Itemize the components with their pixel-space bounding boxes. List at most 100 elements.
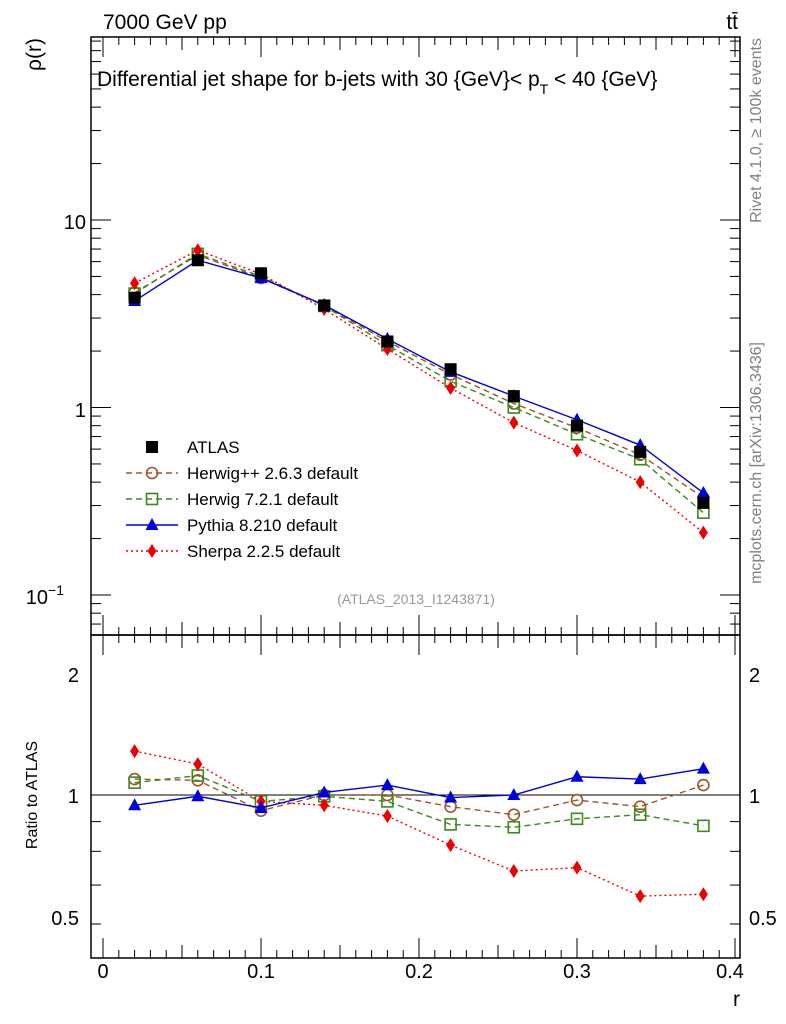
ratio-point-0-7 bbox=[570, 793, 584, 807]
ratio-y-tick-label-left-2: 2 bbox=[68, 665, 79, 687]
ratio-line-2 bbox=[134, 767, 704, 809]
ratio-y-tick-label-left-1: 1 bbox=[68, 786, 79, 808]
main-x-ticks bbox=[102, 37, 736, 635]
rivet-version-label: Rivet 4.1.0, ≥ 100k events bbox=[748, 38, 765, 223]
x-tick-label-0p1: 0.1 bbox=[247, 961, 275, 983]
legend-label-4: Sherpa 2.2.5 default bbox=[187, 542, 340, 561]
ratio-y-ticks bbox=[91, 794, 740, 925]
data-point-0-0 bbox=[128, 291, 141, 304]
data-point-4-1 bbox=[193, 243, 203, 258]
mcplots-label: mcplots.cern.ch [arXiv:1306.3436] bbox=[748, 342, 765, 584]
x-tick-label-0p2: 0.2 bbox=[405, 961, 433, 983]
data-point-0-4 bbox=[381, 335, 394, 348]
main-series-group bbox=[128, 243, 710, 540]
legend-label-2: Herwig 7.2.1 default bbox=[187, 490, 338, 509]
legend-marker-3 bbox=[145, 518, 159, 530]
ratio-point-2-9 bbox=[696, 761, 710, 774]
data-point-0-5 bbox=[444, 363, 457, 376]
header-right-label: tt̄ bbox=[726, 11, 738, 34]
ratio-point-1-0 bbox=[128, 776, 141, 789]
ratio-y-tick-label-left-0p5: 0.5 bbox=[51, 908, 79, 930]
x-tick-label-0p4: 0.4 bbox=[716, 961, 744, 983]
header-left-label: 7000 GeV pp bbox=[103, 11, 227, 34]
ratio-point-1-7 bbox=[570, 812, 584, 826]
data-point-4-9 bbox=[698, 525, 708, 540]
data-point-0-8 bbox=[634, 445, 647, 458]
ratio-point-2-5 bbox=[444, 790, 458, 803]
ratio-point-2-0 bbox=[128, 798, 142, 811]
ratio-point-3-1 bbox=[193, 757, 203, 772]
ratio-point-1-6 bbox=[507, 820, 521, 834]
chart-title-tail: < 40 {GeV} bbox=[548, 68, 657, 91]
ratio-point-0-6 bbox=[507, 808, 521, 821]
data-point-0-3 bbox=[318, 299, 331, 312]
ratio-y-axis-label: Ratio to ATLAS bbox=[24, 741, 41, 849]
legend-label-3: Pythia 8.210 default bbox=[187, 516, 338, 535]
data-point-0-9 bbox=[697, 496, 710, 509]
main-y-tick-label-10: 10 bbox=[64, 212, 86, 234]
x-axis-label: r bbox=[733, 988, 740, 1011]
main-y-tick-label-0p1: 10−1 bbox=[26, 582, 64, 609]
ratio-series-group bbox=[128, 744, 710, 904]
ratio-point-0-9 bbox=[697, 778, 710, 792]
ratio-point-3-4 bbox=[382, 809, 392, 824]
ratio-point-2-8 bbox=[633, 772, 647, 785]
main-y-ticks bbox=[91, 40, 740, 625]
data-point-4-7 bbox=[572, 443, 582, 458]
data-point-4-6 bbox=[509, 415, 519, 430]
ratio-line-3 bbox=[134, 750, 704, 897]
legend: ATLAS Herwig++ 2.6.3 default Herwig 7.2.1 … bbox=[126, 438, 358, 561]
data-point-0-2 bbox=[255, 267, 267, 280]
ratio-x-ticks bbox=[102, 635, 736, 958]
main-y-tick-label-0p1-base: 10 bbox=[26, 587, 48, 609]
ratio-point-3-3 bbox=[319, 798, 329, 813]
main-chart-title: Differential jet shape for b-jets with 3… bbox=[97, 68, 657, 97]
chart-title-main: Differential jet shape for b-jets with 3… bbox=[97, 68, 540, 91]
ratio-point-2-1 bbox=[191, 789, 205, 802]
data-point-0-1 bbox=[191, 254, 204, 267]
main-panel: 10 1 10−1 ρ(r) Differential jet shape fo… bbox=[23, 36, 741, 636]
series-line-1 bbox=[134, 254, 704, 499]
analysis-watermark: (ATLAS_2013_I1243871) bbox=[337, 591, 495, 607]
data-point-4-5 bbox=[446, 381, 456, 396]
ratio-y-tick-label-right-1: 1 bbox=[749, 786, 760, 808]
data-point-0-6 bbox=[507, 390, 520, 403]
ratio-point-3-7 bbox=[572, 860, 582, 875]
main-y-tick-label-1: 1 bbox=[75, 400, 86, 422]
ratio-point-3-5 bbox=[446, 838, 456, 853]
legend-label-0: ATLAS bbox=[187, 438, 240, 457]
ratio-line-1 bbox=[134, 774, 704, 828]
ratio-point-3-9 bbox=[698, 887, 708, 902]
ratio-point-2-2 bbox=[254, 800, 268, 813]
chart-title-subscript: T bbox=[540, 81, 549, 97]
ratio-point-2-3 bbox=[317, 785, 331, 798]
x-tick-label-0p3: 0.3 bbox=[563, 961, 591, 983]
series-line-4 bbox=[134, 249, 704, 534]
ratio-point-3-8 bbox=[635, 889, 645, 904]
ratio-point-2-6 bbox=[507, 788, 521, 800]
ratio-point-0-8 bbox=[633, 800, 647, 813]
main-y-axis-label: ρ(r) bbox=[23, 38, 46, 71]
series-line-3 bbox=[134, 259, 704, 494]
ratio-y-tick-label-right-0p5: 0.5 bbox=[749, 908, 777, 930]
ratio-y-tick-label-right-2: 2 bbox=[749, 665, 760, 687]
legend-marker-2 bbox=[145, 492, 159, 506]
ratio-point-3-6 bbox=[509, 864, 519, 879]
legend-marker-1 bbox=[145, 466, 159, 480]
legend-marker-4 bbox=[147, 544, 157, 558]
ratio-point-1-8 bbox=[633, 808, 647, 821]
legend-label-1: Herwig++ 2.6.3 default bbox=[187, 464, 358, 483]
ratio-point-3-0 bbox=[130, 744, 140, 759]
ratio-point-1-9 bbox=[697, 819, 710, 833]
legend-marker-0 bbox=[146, 441, 158, 453]
data-point-4-8 bbox=[635, 475, 645, 490]
series-line-2 bbox=[134, 253, 704, 514]
data-point-4-0 bbox=[130, 276, 140, 291]
main-y-tick-label-0p1-exp: −1 bbox=[48, 582, 64, 598]
x-tick-label-0: 0 bbox=[97, 961, 108, 983]
ratio-point-2-4 bbox=[380, 778, 394, 791]
ratio-line-0 bbox=[134, 778, 704, 816]
ratio-point-1-5 bbox=[444, 818, 457, 831]
ratio-panel: Ratio to ATLAS 2 1 0.5 2 1 0.5 0 0.1 0.2… bbox=[24, 634, 777, 1011]
